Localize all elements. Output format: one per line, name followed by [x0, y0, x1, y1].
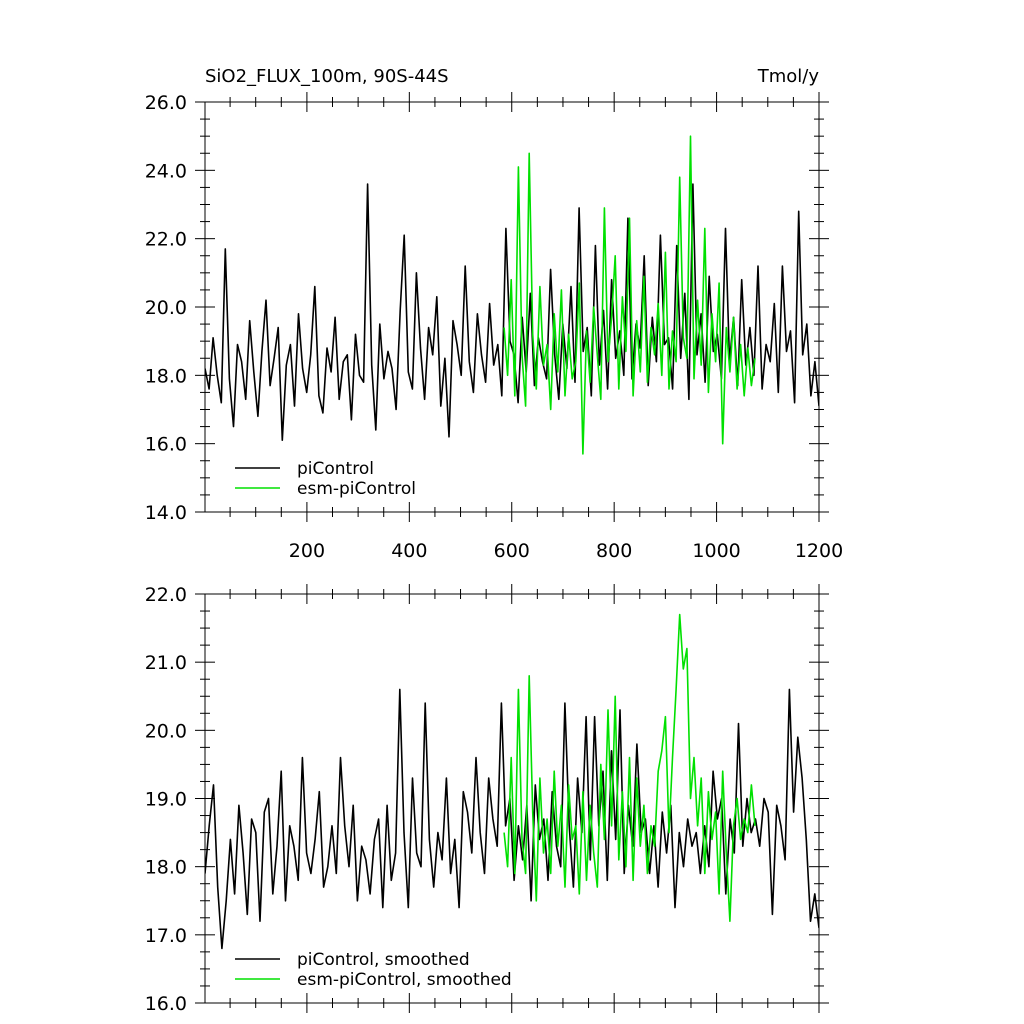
- legend-label: piControl, smoothed: [297, 950, 470, 970]
- y-tick-label: 21.0: [145, 652, 187, 674]
- chart-title: SiO2_FLUX_100m, 90S-44S: [205, 66, 449, 87]
- y-tick-label: 19.0: [145, 789, 187, 811]
- y-tick-label: 18.0: [145, 857, 187, 879]
- legend-label: esm-piControl: [297, 479, 416, 499]
- y-tick-label: 14.0: [145, 502, 187, 524]
- y-tick-label: 24.0: [145, 160, 187, 182]
- x-tick-label: 200: [289, 540, 325, 562]
- y-tick-label: 22.0: [145, 584, 187, 606]
- x-tick-label: 1000: [692, 540, 740, 562]
- series-line-esm-picontrol: [503, 135, 756, 455]
- units-label: Tmol/y: [757, 66, 820, 87]
- y-tick-label: 22.0: [145, 229, 187, 251]
- y-tick-label: 20.0: [145, 297, 187, 319]
- y-tick-label: 16.0: [145, 434, 187, 456]
- y-tick-label: 16.0: [145, 993, 187, 1015]
- legend-label: piControl: [297, 459, 374, 479]
- top-panel: 14.0 16.0 18.0 20.0 22.0 24.0 26.0 200 400 600 800…: [145, 66, 843, 562]
- series-line-esm-picontrol: [503, 613, 756, 923]
- x-tick-label: 400: [391, 540, 427, 562]
- bottom-panel: 16.0 17.0 18.0 19.0 20.0 21.0 22.0 piControl, s…: [145, 584, 829, 1015]
- y-tick-label: 18.0: [145, 365, 187, 387]
- series-line-picontrol: [205, 688, 819, 950]
- x-tick-label: 1200: [795, 540, 843, 562]
- x-tick-label: 600: [494, 540, 530, 562]
- y-tick-label: 26.0: [145, 92, 187, 114]
- y-tick-label: 20.0: [145, 720, 187, 742]
- x-tick-label: 800: [596, 540, 632, 562]
- legend-label: esm-piControl, smoothed: [297, 970, 512, 990]
- y-tick-label: 17.0: [145, 925, 187, 947]
